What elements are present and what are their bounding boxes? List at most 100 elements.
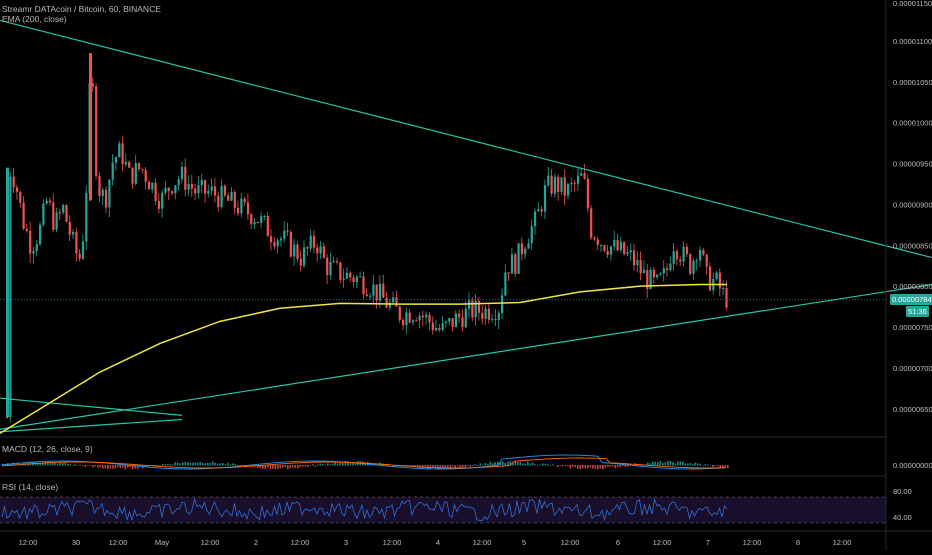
macd-histogram-bar xyxy=(57,463,59,466)
candle-body xyxy=(477,300,481,313)
macd-histogram-bar xyxy=(74,463,77,466)
candle-body xyxy=(293,244,296,257)
macd-histogram-bar xyxy=(662,463,664,466)
candle-body xyxy=(62,205,65,213)
macd-histogram-bar xyxy=(504,462,507,466)
candle-body xyxy=(510,254,514,274)
candle-body xyxy=(702,249,705,255)
x-tick-label: 12:00 xyxy=(291,538,310,547)
macd-histogram-bar xyxy=(464,465,467,468)
candle-body xyxy=(147,181,151,190)
macd-histogram-bar xyxy=(469,465,472,467)
candle-body xyxy=(725,287,728,308)
candle-body xyxy=(372,284,375,296)
candle-body xyxy=(151,182,154,190)
macd-histogram-bar xyxy=(257,465,259,469)
candle-body xyxy=(296,244,299,260)
macd-histogram-bar xyxy=(702,465,704,466)
candle-body xyxy=(590,208,593,238)
candle-body xyxy=(336,261,339,263)
macd-histogram-bar xyxy=(227,462,229,466)
macd-histogram-bar xyxy=(567,465,569,467)
candle-body xyxy=(679,259,682,262)
macd-histogram-bar xyxy=(499,462,502,466)
candle-body xyxy=(118,143,121,158)
ema-legend[interactable]: EMA (200, close) xyxy=(2,14,67,24)
y-tick-label: 0.00001000 xyxy=(893,119,932,128)
macd-histogram-bar xyxy=(577,465,579,469)
macd-histogram-bar xyxy=(182,462,184,466)
symbol-title[interactable]: Streamr DATAcoin / Bitcoin, 60, BINANCE xyxy=(2,4,161,14)
candle-body xyxy=(603,245,606,251)
candle-body xyxy=(699,249,702,261)
y-tick-label: 0.00001050 xyxy=(893,78,932,87)
candle-body xyxy=(111,162,114,180)
candle-body xyxy=(431,322,434,331)
macd-histogram-bar xyxy=(512,462,514,466)
candle-body xyxy=(174,185,177,194)
macd-histogram-bar xyxy=(89,465,92,466)
macd-histogram-bar xyxy=(594,465,597,469)
macd-histogram-bar xyxy=(592,465,594,469)
x-tick-label: 7 xyxy=(706,538,710,547)
macd-histogram-bar xyxy=(554,464,557,466)
candle-body xyxy=(39,224,42,245)
candle-body xyxy=(207,190,210,194)
macd-histogram-bar xyxy=(92,465,94,468)
macd-histogram-bar xyxy=(342,462,344,466)
rsi-legend[interactable]: RSI (14, close) xyxy=(2,482,59,492)
macd-histogram-bar xyxy=(502,461,504,466)
macd-histogram-bar xyxy=(164,464,167,466)
macd-histogram-bar xyxy=(434,465,437,469)
macd-histogram-bar xyxy=(172,464,174,466)
candle-body xyxy=(237,207,240,214)
candle-body xyxy=(593,237,596,240)
candle-body xyxy=(359,276,362,278)
trendline xyxy=(0,397,183,416)
candle-body xyxy=(458,313,461,318)
candle-body xyxy=(164,187,167,193)
rsi-y-tick: 80.00 xyxy=(893,487,912,496)
candle-body xyxy=(402,319,405,326)
macd-histogram-bar xyxy=(129,465,132,468)
macd-histogram-bar xyxy=(597,465,599,470)
candle-body xyxy=(180,166,184,180)
candle-body xyxy=(596,239,599,246)
macd-histogram-bar xyxy=(602,465,604,470)
macd-line xyxy=(1,454,727,470)
x-tick-label: 12:00 xyxy=(201,538,220,547)
candle-body xyxy=(217,195,220,208)
candle-body xyxy=(619,241,622,251)
macd-histogram-bar xyxy=(132,465,134,469)
candle-body xyxy=(405,312,408,326)
macd-histogram-bar xyxy=(527,461,529,466)
countdown-tag: 51:36 xyxy=(906,306,929,317)
candle-body xyxy=(326,257,329,276)
rsi-band xyxy=(0,497,886,523)
macd-histogram-bar xyxy=(579,465,582,470)
macd-histogram-bar xyxy=(174,462,177,466)
macd-histogram-bar xyxy=(314,465,317,467)
macd-histogram-bar xyxy=(559,465,562,466)
candle-body xyxy=(342,278,345,280)
macd-histogram-bar xyxy=(449,465,452,469)
macd-legend[interactable]: MACD (12, 26, close, 9) xyxy=(2,444,93,454)
candle-body xyxy=(534,211,537,227)
candle-body xyxy=(270,236,273,243)
candle-body xyxy=(464,308,467,328)
candle-body xyxy=(227,195,230,201)
macd-histogram-bar xyxy=(202,462,204,466)
candle-body xyxy=(705,254,708,267)
rsi-y-tick: 40.00 xyxy=(893,513,912,522)
macd-histogram-bar xyxy=(307,465,309,468)
candle-body xyxy=(530,226,533,244)
candle-body xyxy=(345,272,349,279)
candle-body xyxy=(197,185,200,194)
candle-body xyxy=(642,270,646,274)
macd-histogram-bar xyxy=(327,463,329,466)
y-tick-label: 0.00001100 xyxy=(893,37,932,46)
candle-body xyxy=(563,177,566,196)
candle-body xyxy=(656,274,659,278)
